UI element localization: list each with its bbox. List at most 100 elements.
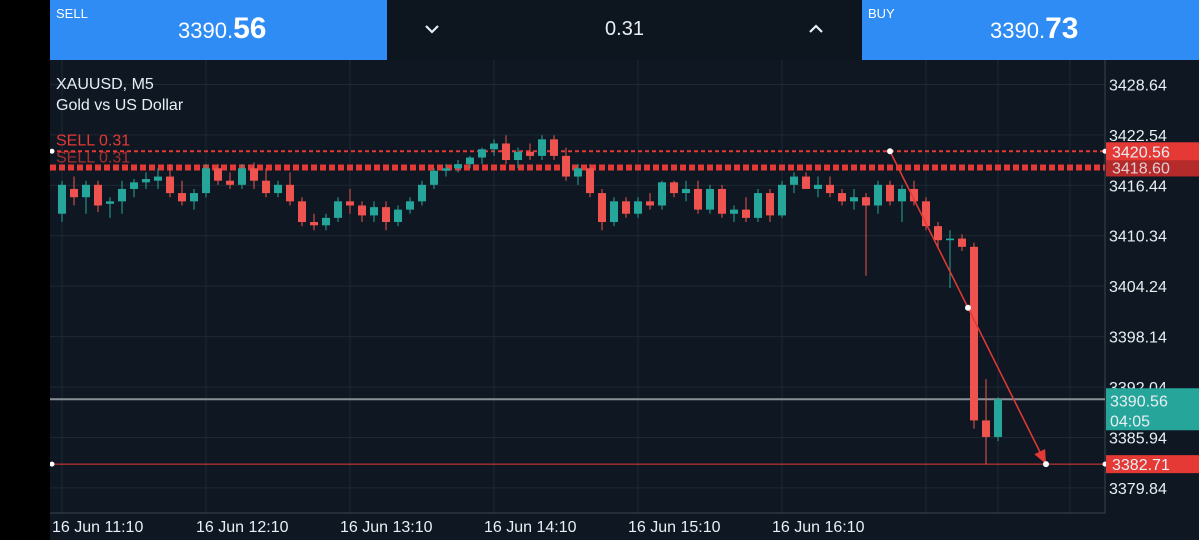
candle-body (370, 207, 378, 216)
symbol-timeframe: XAUUSD, M5 (56, 76, 154, 93)
candle-body (310, 222, 318, 226)
candle-body (106, 201, 114, 204)
sell-price-prefix: 3390. (178, 18, 234, 43)
symbol-description: Gold vs US Dollar (56, 97, 184, 114)
candle-body (382, 207, 390, 223)
sell-button[interactable]: SELL 3390.56 (50, 0, 387, 60)
candle-body (82, 184, 90, 198)
candle-body (322, 217, 330, 226)
dotted-price-tag: 3418.60 (1112, 160, 1170, 177)
candle-body (466, 157, 474, 165)
chevron-down-icon[interactable] (417, 14, 447, 44)
candle-body (166, 176, 174, 194)
candle-body (334, 201, 342, 218)
volume-value[interactable]: 0.31 (605, 18, 644, 40)
candle-body (574, 168, 582, 177)
arrow-handle (887, 148, 893, 155)
candle-body (358, 205, 366, 216)
candle-body (610, 201, 618, 223)
candle-body (550, 139, 558, 156)
sell-order-label-2: SELL 0.31 (56, 149, 130, 166)
candle-body (262, 180, 270, 194)
candle-body (790, 176, 798, 185)
candle-body (286, 184, 294, 202)
candle-body (946, 238, 954, 241)
candle-countdown: 04:05 (1110, 413, 1150, 430)
price-tick-label: 3422.54 (1109, 128, 1167, 145)
sell-label: SELL (56, 6, 88, 21)
candle-body (502, 143, 510, 161)
candle-body (886, 184, 894, 202)
candle-body (430, 170, 438, 185)
price-tick-label: 3385.94 (1109, 430, 1167, 447)
candle-body (958, 238, 966, 247)
candle-body (934, 226, 942, 241)
line-handle-left (50, 461, 55, 467)
candle-body (214, 168, 222, 181)
arrow-handle (965, 304, 971, 311)
candle-body (802, 176, 810, 189)
candle-body (406, 201, 414, 210)
candle-body (478, 149, 486, 158)
sell-price-big: 56 (233, 12, 267, 45)
candle-body (850, 197, 858, 202)
candle-body (94, 184, 102, 206)
candle-body (226, 180, 234, 185)
candle-body (58, 184, 66, 214)
line-handle-left (50, 148, 55, 154)
candle-body (154, 176, 162, 181)
price-tick-label: 3410.34 (1109, 229, 1167, 246)
candle-body (250, 168, 258, 181)
price-tick-label: 3404.24 (1109, 279, 1167, 296)
candle-body (538, 139, 546, 156)
candle-body (754, 193, 762, 218)
candle-body (130, 182, 138, 189)
dotted-price-tag-bg (1106, 158, 1199, 177)
sell-price: 3390.56 (178, 12, 266, 46)
current-price-tag: 3390.56 (1110, 393, 1168, 410)
chevron-up-icon[interactable] (801, 14, 831, 44)
candle-body (298, 201, 306, 223)
time-tick-label: 16 Jun 13:10 (340, 519, 433, 536)
buy-button[interactable]: BUY 3390.73 (862, 0, 1199, 60)
trading-app: SELL 3390.56 0.31 BUY 3390.73 3428.64 342… (50, 0, 1199, 540)
candle-body (118, 188, 126, 202)
one-click-trading-panel: SELL 3390.56 0.31 BUY 3390.73 (50, 0, 1199, 60)
buy-price-big: 73 (1045, 12, 1079, 45)
candle-body (730, 209, 738, 214)
price-tick-label: 3428.64 (1109, 77, 1167, 94)
candle-body (766, 193, 774, 216)
candle-body (694, 188, 702, 210)
candle-body (706, 188, 714, 210)
price-chart[interactable]: 3428.64 3422.54 3416.44 3410.34 3404.24 3398.… (50, 60, 1199, 540)
candle-body (202, 168, 210, 194)
sell-price-tag-bg (1106, 142, 1199, 161)
candle-body (814, 184, 822, 189)
buy-label: BUY (868, 6, 895, 21)
candle-body (454, 164, 462, 169)
candle-body (442, 168, 450, 171)
candle-body (778, 184, 786, 216)
candle-body (994, 399, 1002, 437)
sell-order-label: SELL 0.31 (56, 132, 130, 149)
time-tick-label: 16 Jun 14:10 (484, 519, 577, 536)
candle-body (898, 188, 906, 202)
candle-body (646, 201, 654, 206)
current-price-tag-bg (1106, 388, 1199, 431)
time-tick-label: 16 Jun 12:10 (196, 519, 289, 536)
candle-body (190, 193, 198, 202)
candle-body (514, 151, 522, 161)
candle-body (862, 197, 870, 206)
candle-body (922, 201, 930, 227)
candle-body (526, 151, 534, 156)
candle-body (682, 188, 690, 194)
candle-body (670, 182, 678, 194)
sell-price-tag: 3420.56 (1112, 144, 1170, 161)
candle-body (394, 209, 402, 223)
arrow-head-icon (1034, 448, 1046, 465)
candle-body (982, 420, 990, 437)
candle-body (274, 184, 282, 194)
time-tick-label: 16 Jun 11:10 (52, 519, 143, 536)
candle-body (490, 143, 498, 150)
candle-body (586, 168, 594, 194)
